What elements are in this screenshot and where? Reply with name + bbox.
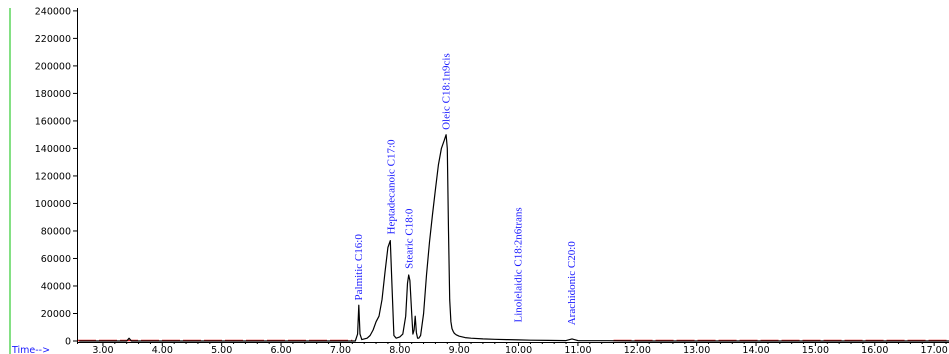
x-tick-label: 8.00: [389, 345, 410, 354]
x-tick-label: 9.00: [449, 345, 470, 354]
y-tick-label: 140000: [35, 144, 71, 155]
x-tick-label: 5.00: [211, 345, 232, 354]
y-tick-label: 220000: [35, 34, 71, 45]
y-tick-label: 0: [65, 337, 71, 348]
y-tick-label: 60000: [41, 254, 71, 265]
y-tick-label: 80000: [41, 226, 71, 237]
x-axis-label: Time-->: [11, 345, 50, 354]
x-tick-label: 10.00: [505, 345, 532, 354]
y-tick-label: 100000: [35, 199, 71, 210]
y-tick-label: 200000: [35, 61, 71, 72]
x-tick-label: 13.00: [683, 345, 710, 354]
x-tick-label: 7.00: [330, 345, 351, 354]
peak-label: Heptadecanoic C17:0: [385, 139, 397, 234]
x-tick-label: 11.00: [564, 345, 591, 354]
x-tick-label: 15.00: [802, 345, 829, 354]
y-tick-label: 180000: [35, 89, 71, 100]
x-tick-label: 6.00: [270, 345, 291, 354]
y-tick-label: 120000: [35, 171, 71, 182]
peak-label: Arachidonic C20:0: [566, 241, 578, 326]
x-tick-label: 3.00: [92, 345, 113, 354]
peak-label: Linolelaidic C18:2n6trans: [513, 207, 525, 322]
peak-labels: Palmitic C16:0 Heptadecanoic C17:0 Stearic…: [353, 53, 578, 325]
y-tick-label: 160000: [35, 116, 71, 127]
x-tick-label: 17.00: [921, 345, 948, 354]
peak-label: Stearic C18:0: [403, 208, 415, 269]
y-axis-ticks: 0 20000 40000 60000 80000 100000 120000 140000 1…: [35, 6, 78, 348]
y-tick-label: 20000: [41, 309, 71, 320]
y-tick-label: 40000: [41, 281, 71, 292]
x-tick-label: 12.00: [624, 345, 651, 354]
peak-label: Palmitic C16:0: [353, 234, 365, 301]
x-axis-ticks: 3.00 4.00 5.00 6.00 7.00 8.00 9.00 10.00 11.00 12…: [92, 342, 948, 354]
chromatogram-trace: [79, 134, 949, 342]
x-tick-label: 4.00: [152, 345, 173, 354]
peak-label: Oleic C18:1n9cis: [441, 53, 453, 130]
x-tick-label: 14.00: [742, 345, 769, 354]
y-tick-label: 240000: [35, 6, 71, 17]
x-tick-label: 16.00: [861, 345, 888, 354]
